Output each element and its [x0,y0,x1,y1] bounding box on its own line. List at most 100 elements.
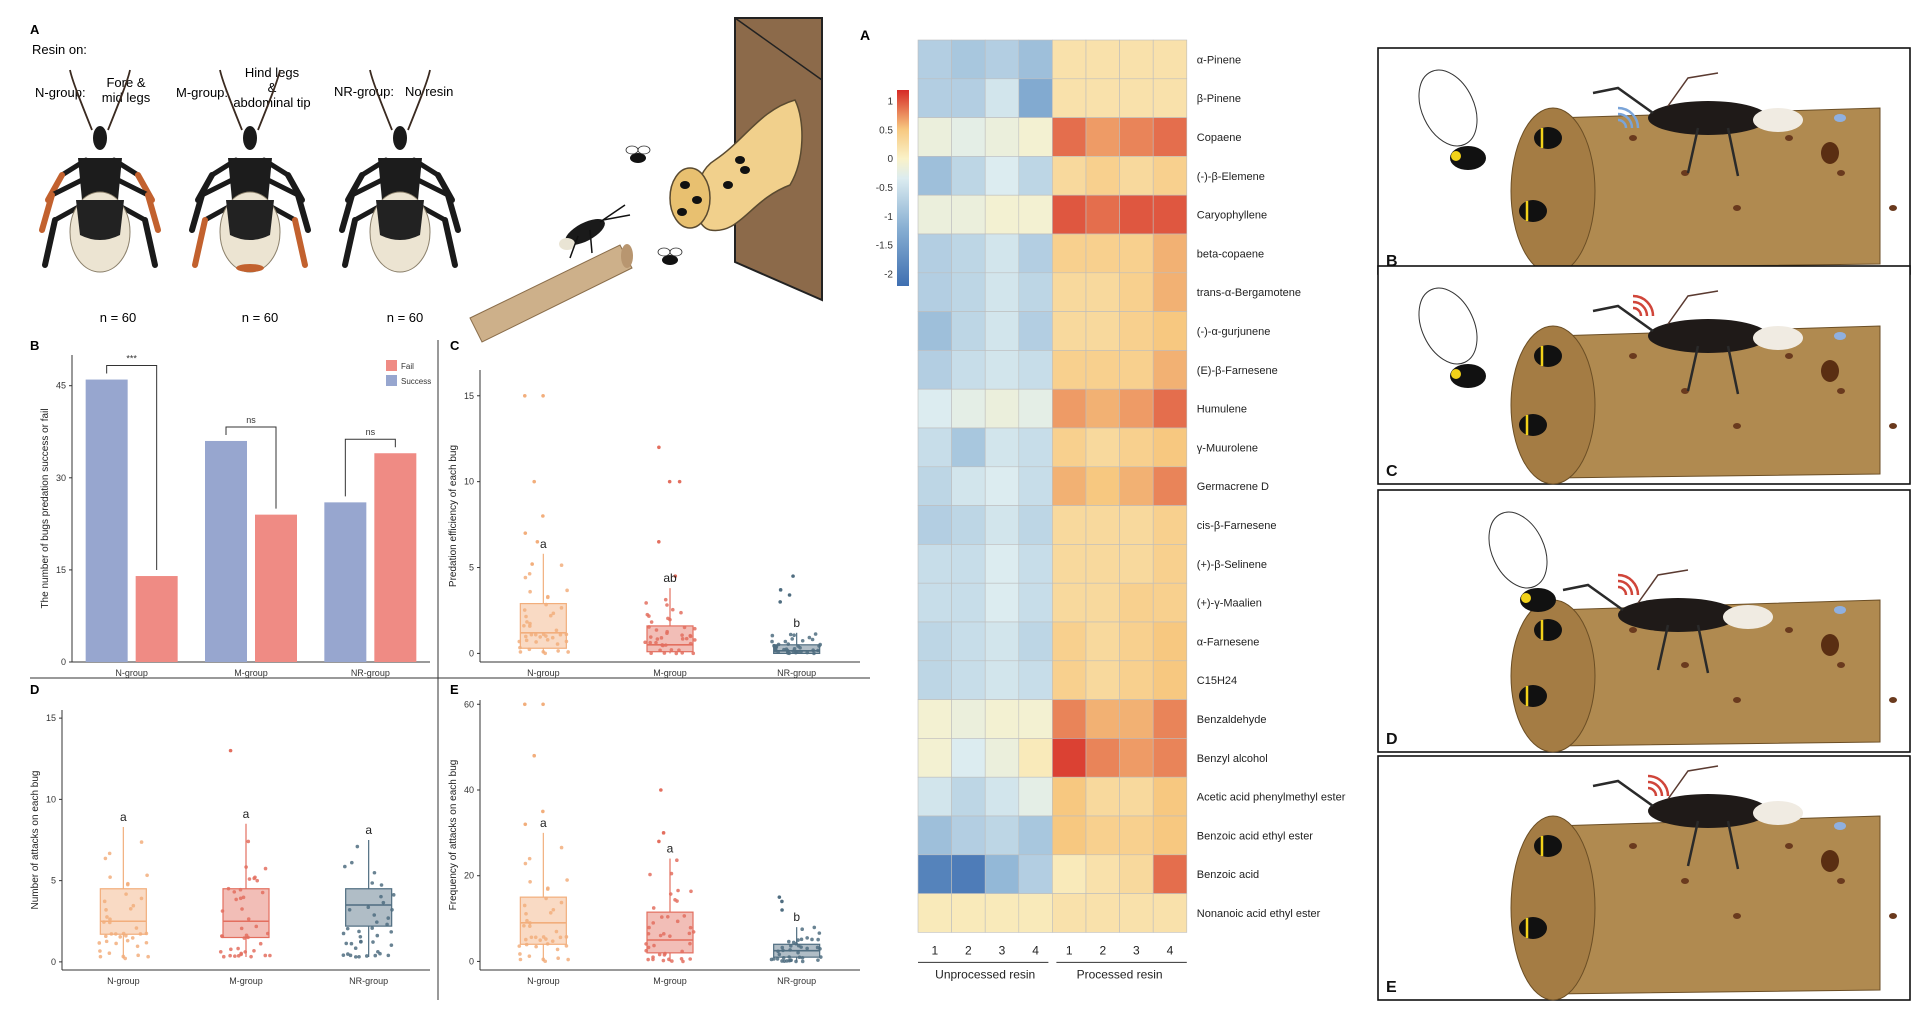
heatmap-cell [1119,350,1154,390]
data-point [652,943,656,948]
data-point [136,953,140,958]
bee-in-nest [1519,414,1547,436]
heatmap-cell [1085,505,1120,545]
bug-antenna-right [107,69,131,131]
bee-in-nest [1519,917,1547,939]
group-letter: a [540,816,547,830]
nr-group-count: n = 60 [387,310,424,325]
data-point [692,626,697,631]
colorbar-tick-label: -1 [884,212,893,223]
data-point [786,650,790,655]
heatmap-cell [1052,776,1087,817]
data-point [679,610,683,615]
data-point [800,959,805,964]
heatmap-cell [984,39,1020,80]
resin-nest-tube-shape [694,99,803,232]
heatmap-cell [1119,854,1154,894]
data-point [105,915,109,919]
data-point [350,860,354,865]
data-point [680,949,684,954]
group-letter: b [793,910,800,924]
data-point [813,632,818,636]
heatmap-cell [1085,156,1120,196]
heatmap-cell [917,815,952,856]
data-point [545,942,550,946]
data-point [662,651,667,655]
heatmap-cell [1119,311,1154,351]
heatmap-cell [1119,39,1154,80]
data-point [389,930,394,934]
data-point [812,925,817,930]
heatmap-cell [1018,738,1053,778]
heatmap-column-label: 3 [1133,943,1140,957]
wooden-stick-shape [469,244,633,343]
data-point [662,953,667,957]
colorbar-tick-label: 0 [887,154,893,165]
group-letter: a [120,810,127,824]
data-point [554,929,559,934]
data-point [684,636,689,641]
outlier-point [532,479,537,484]
data-point [518,952,522,956]
heatmap-cell [1119,466,1154,506]
significance-label: ns [246,415,256,425]
data-point [800,955,805,960]
data-point [658,933,663,938]
heatmap-cell [951,505,986,545]
data-point [375,933,380,938]
heatmap-row-label: cis-β-Farnesene [1197,520,1277,532]
heatmap-cell [1152,582,1188,623]
group-letter: a [540,537,547,551]
data-point [659,636,664,640]
bug-antenna-left [219,69,243,131]
legend-swatch-success [386,375,397,386]
heatmap-cell [1085,854,1120,894]
resin-drop [1733,697,1741,703]
data-point [776,650,780,655]
heatmap-cell [1018,311,1053,351]
data-point [644,601,648,605]
outlier-point [522,702,527,707]
heatmap-cell [1018,815,1053,856]
data-point [782,959,787,963]
vibration-signal-arc [1617,579,1634,596]
heatmap-cell [984,388,1020,429]
panel-a-label: A [30,22,40,37]
outlier-point [530,562,534,566]
heatmap-cell [1085,815,1120,856]
resin-drop [1681,170,1689,176]
data-point [680,633,684,637]
heatmap-cell [1052,893,1087,933]
heatmap-cell [917,233,952,274]
data-point [781,948,785,953]
data-point [559,606,564,610]
heatmap-column-label: 2 [965,943,972,957]
heatmap-cell [1119,233,1154,274]
data-point [679,956,684,961]
data-point [525,918,529,923]
data-point [529,632,534,637]
heatmap-cell [1052,117,1087,157]
outlier-point [780,908,784,912]
behaviour-scene-panels: B C D E [1377,47,1911,1001]
data-point [124,933,128,938]
data-point [688,633,693,638]
success-bar [324,502,367,662]
data-point [123,956,128,961]
m-group-name: M-group: [176,85,228,100]
data-point [244,933,249,938]
data-point [787,958,792,963]
heatmap-cell [951,194,986,235]
data-point [688,641,693,646]
panel-c-label: C [450,338,460,353]
data-point [543,959,548,964]
legend-label-success: Success [401,377,431,386]
data-point [680,637,685,641]
scene-panel-label: D [1386,731,1398,748]
data-point [376,949,380,954]
fig2-panel-a-label: A [860,27,870,43]
data-point [797,955,802,960]
heatmap-cell [1018,505,1053,545]
heatmap-cell [951,78,986,118]
heatmap-cell [1152,544,1188,584]
